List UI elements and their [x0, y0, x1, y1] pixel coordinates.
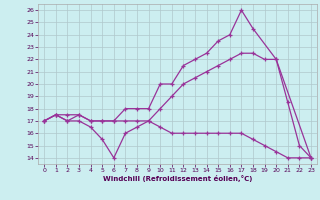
X-axis label: Windchill (Refroidissement éolien,°C): Windchill (Refroidissement éolien,°C) [103, 175, 252, 182]
